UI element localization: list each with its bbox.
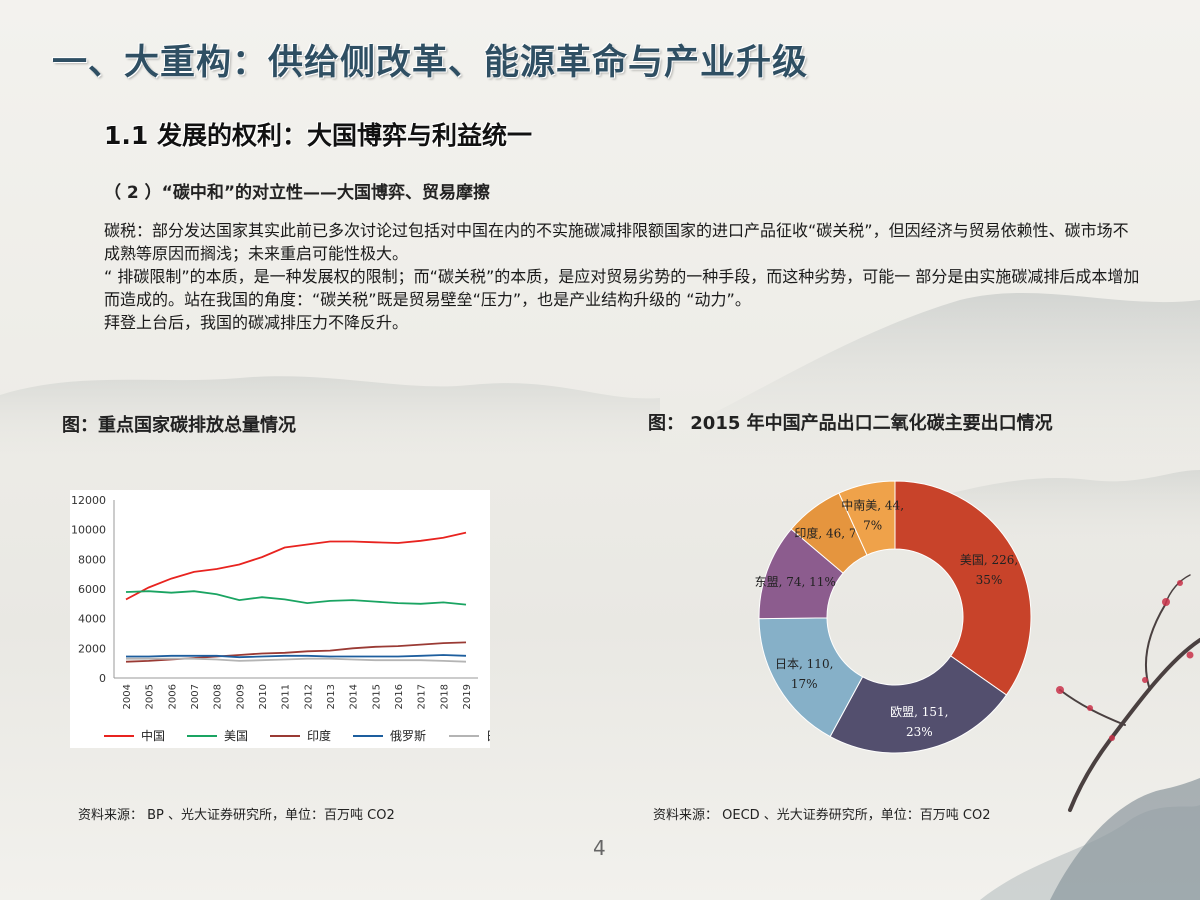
paragraph-emission-limit: “ 排碳限制”的本质，是一种发展权的限制；而“碳关税”的本质，是应对贸易劣势的一… bbox=[104, 267, 1140, 309]
emissions-line-chart: 0 2000 4000 6000 8000 10000 12000 2004 2005 2006 2… bbox=[70, 490, 510, 748]
legend-label: 俄罗斯 bbox=[390, 729, 426, 743]
donut-slice-中南美 bbox=[838, 480, 896, 556]
x-tick-label: 2010 bbox=[258, 684, 269, 709]
donut-slice-欧盟 bbox=[829, 655, 1008, 754]
series-line-中国 bbox=[125, 531, 467, 601]
x-tick-label: 2005 bbox=[145, 684, 156, 709]
y-tick-label: 8000 bbox=[78, 553, 106, 566]
slice-label: 欧盟, 151, bbox=[890, 705, 948, 719]
series-line-美国 bbox=[125, 590, 467, 606]
left-chart-caption: 图：重点国家碳排放总量情况 bbox=[62, 415, 296, 436]
x-tick-label: 2015 bbox=[371, 684, 382, 709]
plum-branch-illustration bbox=[1059, 574, 1200, 812]
x-tick-label: 2013 bbox=[326, 684, 337, 709]
slice-label: 美国, 226, bbox=[960, 553, 1018, 567]
y-tick-label: 2000 bbox=[78, 642, 106, 655]
legend-label: 中国 bbox=[141, 728, 165, 743]
x-tick-label: 2009 bbox=[235, 684, 246, 709]
y-tick-label: 0 bbox=[99, 672, 106, 685]
slice-label: 印度, 46, 7% bbox=[794, 525, 868, 540]
right-source-note: 资料来源： OECD 、光大证券研究所，单位：百万吨 CO2 bbox=[653, 808, 991, 823]
paragraph-biden: 拜登上台后，我国的碳减排压力不降反升。 bbox=[104, 313, 409, 332]
body-text: 碳税：部分发达国家其实此前已多次讨论过包括对中国在内的不实施碳减排限额国家的进口… bbox=[104, 219, 1144, 334]
legend-label: 日本 bbox=[486, 729, 490, 743]
sub-title: 1.1 发展的权利：大国博弈与利益统一 bbox=[104, 121, 532, 150]
section-title: （ 2 ）“碳中和”的对立性——大国博弈、贸易摩擦 bbox=[104, 183, 491, 203]
y-tick-label: 6000 bbox=[78, 583, 106, 596]
x-tick-label: 2012 bbox=[303, 684, 314, 709]
paragraph-carbon-tax: 碳税：部分发达国家其实此前已多次讨论过包括对中国在内的不实施碳减排限额国家的进口… bbox=[104, 221, 1129, 263]
y-tick-label: 12000 bbox=[71, 494, 106, 507]
slice-label: 中南美, 44, bbox=[841, 497, 904, 512]
slice-percent: 35% bbox=[976, 573, 1003, 587]
x-tick-label: 2018 bbox=[439, 684, 450, 709]
main-title: 一、大重构：供给侧改革、能源革命与产业升级 bbox=[52, 43, 809, 83]
donut-slice-美国 bbox=[894, 480, 1032, 696]
x-tick-label: 2019 bbox=[462, 684, 473, 709]
slice-percent: 17% bbox=[791, 677, 818, 691]
y-tick-label: 4000 bbox=[78, 613, 106, 626]
x-tick-label: 2011 bbox=[281, 684, 292, 709]
x-tick-label: 2016 bbox=[394, 684, 405, 709]
x-tick-label: 2017 bbox=[417, 684, 428, 709]
left-source-note: 资料来源： BP 、光大证券研究所，单位：百万吨 CO2 bbox=[78, 808, 395, 823]
right-chart-caption: 图： 2015 年中国产品出口二氧化碳主要出口情况 bbox=[648, 413, 1053, 434]
slice-label: 东盟, 74, 11% bbox=[755, 575, 836, 589]
x-tick-label: 2014 bbox=[349, 684, 360, 709]
x-tick-label: 2004 bbox=[122, 684, 133, 709]
line-chart-svg: 0 2000 4000 6000 8000 10000 12000 2004 2005 2006 2… bbox=[71, 494, 510, 743]
slice-label: 日本, 110, bbox=[775, 657, 833, 671]
legend-label: 美国 bbox=[224, 729, 248, 743]
slice-percent: 23% bbox=[906, 725, 933, 739]
legend-label: 印度 bbox=[307, 728, 331, 743]
series-line-俄罗斯 bbox=[126, 654, 467, 659]
export-co2-donut-chart: 美国, 226, 35% 欧盟, 151, 23% 日本, 110, 17% 东盟, 74,… bbox=[755, 480, 1032, 754]
x-tick-label: 2007 bbox=[190, 684, 201, 709]
page-number: 4 bbox=[593, 836, 606, 860]
series-line-日本 bbox=[126, 657, 467, 663]
x-tick-label: 2008 bbox=[213, 684, 224, 709]
y-tick-label: 10000 bbox=[71, 524, 106, 537]
slice-percent: 7% bbox=[863, 518, 882, 532]
x-tick-label: 2006 bbox=[167, 684, 178, 709]
